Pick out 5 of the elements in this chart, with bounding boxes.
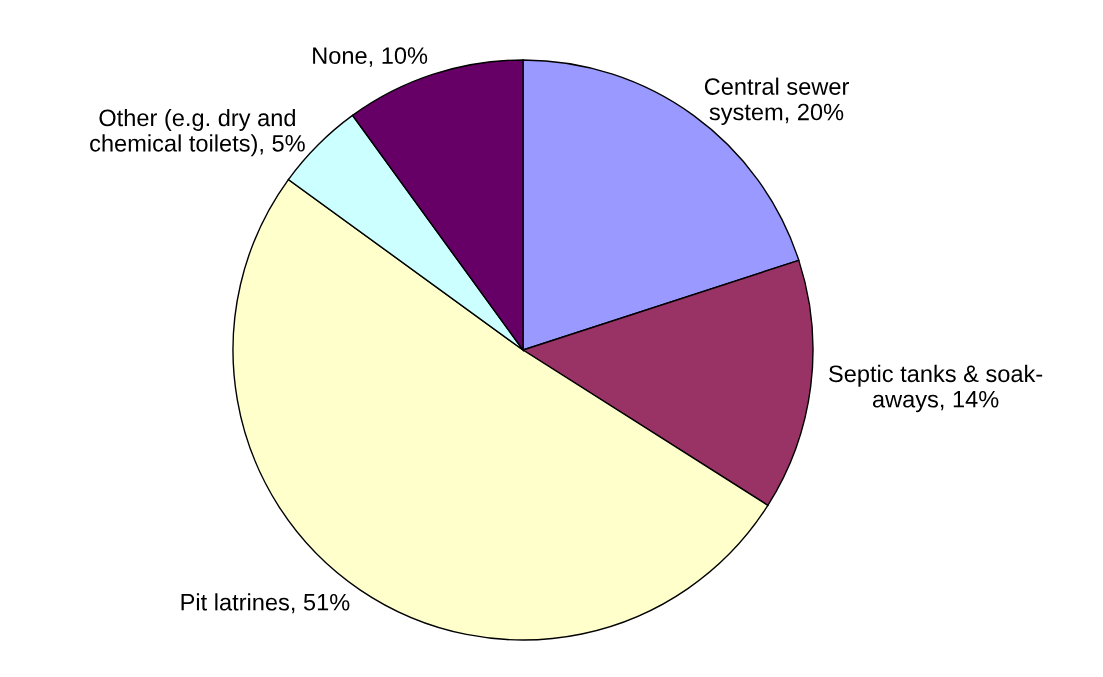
slice-label: Septic tanks & soak- aways, 14% <box>829 364 1043 413</box>
slice-label: Other (e.g. dry and chemical toilets), 5% <box>90 108 305 157</box>
slice-label: Pit latrines, 51% <box>181 593 350 614</box>
slice-label: None, 10% <box>313 47 428 67</box>
slice-label: Central sewer system, 20% <box>704 77 849 126</box>
